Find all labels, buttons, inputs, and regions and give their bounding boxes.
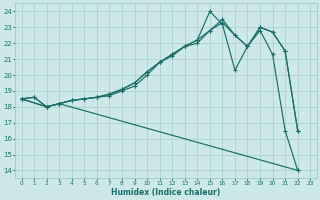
X-axis label: Humidex (Indice chaleur): Humidex (Indice chaleur): [111, 188, 220, 197]
